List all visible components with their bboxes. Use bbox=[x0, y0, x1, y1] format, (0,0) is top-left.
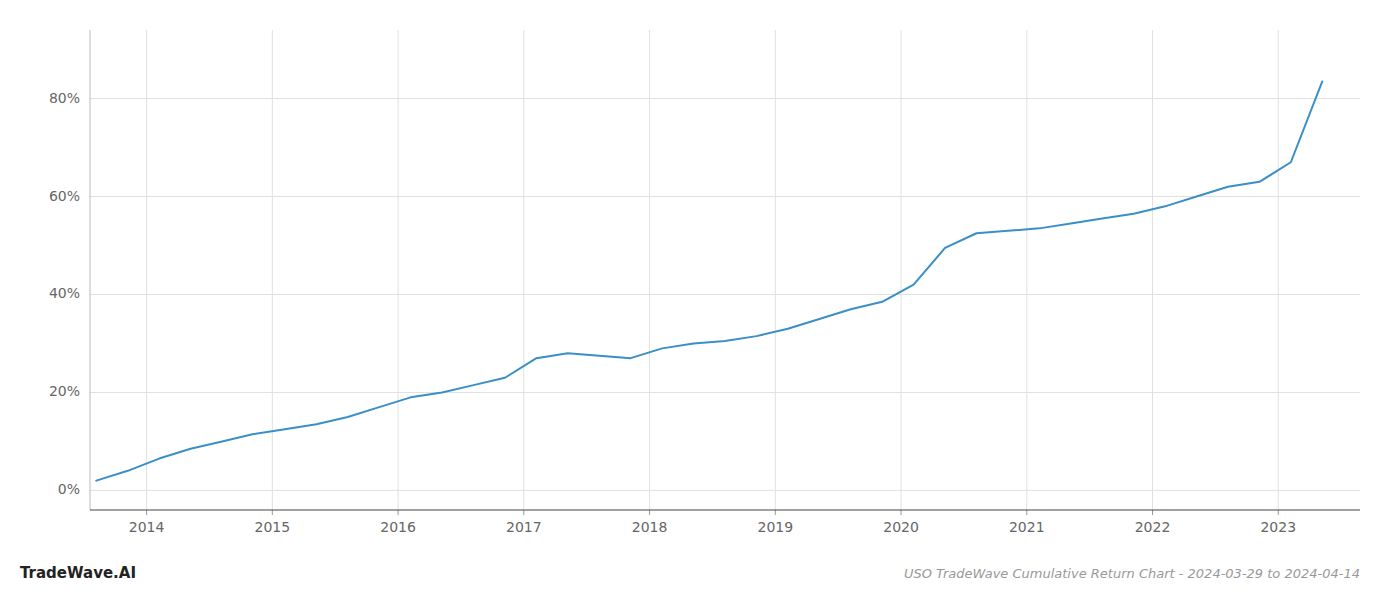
x-tick-label: 2022 bbox=[1135, 519, 1171, 535]
y-axis-line bbox=[90, 30, 91, 510]
x-grid-line bbox=[146, 30, 147, 510]
data-line bbox=[96, 81, 1322, 480]
y-grid-line bbox=[90, 294, 1360, 295]
y-grid-line bbox=[90, 490, 1360, 491]
data-group bbox=[96, 81, 1322, 480]
chart-svg: 0% 20% 40% 60% 80% 2014 2015 2016 2017 2018 2019 20… bbox=[0, 0, 1400, 600]
x-grid-line bbox=[1026, 30, 1027, 510]
x-tick-label: 2015 bbox=[255, 519, 291, 535]
x-tick-label: 2023 bbox=[1260, 519, 1296, 535]
x-tick-mark bbox=[1278, 510, 1279, 515]
y-tick-label: 0% bbox=[58, 481, 80, 497]
x-tick-mark bbox=[146, 510, 147, 515]
x-tick-mark bbox=[901, 510, 902, 515]
x-grid-line bbox=[901, 30, 902, 510]
x-grid-line bbox=[775, 30, 776, 510]
x-tick-mark bbox=[272, 510, 273, 515]
x-grid-line bbox=[523, 30, 524, 510]
chart-container: 0% 20% 40% 60% 80% 2014 2015 2016 2017 2018 2019 20… bbox=[0, 0, 1400, 600]
x-tick-mark bbox=[775, 510, 776, 515]
x-tick-mark bbox=[1026, 510, 1027, 515]
chart-title: USO TradeWave Cumulative Return Chart - … bbox=[904, 566, 1360, 581]
y-tick-label: 60% bbox=[49, 188, 80, 204]
x-tick-label: 2016 bbox=[380, 519, 416, 535]
texts: USO TradeWave Cumulative Return Chart - … bbox=[20, 564, 1360, 582]
x-tick-mark bbox=[649, 510, 650, 515]
x-grid-line bbox=[649, 30, 650, 510]
x-tick-label: 2018 bbox=[632, 519, 668, 535]
x-grid-line bbox=[398, 30, 399, 510]
x-tick-label: 2019 bbox=[757, 519, 793, 535]
background bbox=[0, 0, 1400, 600]
x-grid-line bbox=[1152, 30, 1153, 510]
y-tick-label: 80% bbox=[49, 90, 80, 106]
x-tick-mark bbox=[1152, 510, 1153, 515]
x-tick-label: 2021 bbox=[1009, 519, 1045, 535]
y-tick-label: 20% bbox=[49, 383, 80, 399]
x-grid-line bbox=[1278, 30, 1279, 510]
x-grid-line bbox=[272, 30, 273, 510]
x-tick-label: 2017 bbox=[506, 519, 542, 535]
x-tick-mark bbox=[398, 510, 399, 515]
x-tick-label: 2014 bbox=[129, 519, 165, 535]
y-grid-line bbox=[90, 392, 1360, 393]
y-grid-line bbox=[90, 98, 1360, 99]
grid bbox=[90, 30, 1360, 510]
y-grid-line bbox=[90, 196, 1360, 197]
x-tick-mark bbox=[523, 510, 524, 515]
axes: 0% 20% 40% 60% 80% 2014 2015 2016 2017 2018 2019 20… bbox=[49, 30, 1360, 535]
y-tick-label: 40% bbox=[49, 285, 80, 301]
x-tick-label: 2020 bbox=[883, 519, 919, 535]
watermark: TradeWave.AI bbox=[20, 564, 136, 582]
x-axis-line bbox=[90, 509, 1360, 510]
